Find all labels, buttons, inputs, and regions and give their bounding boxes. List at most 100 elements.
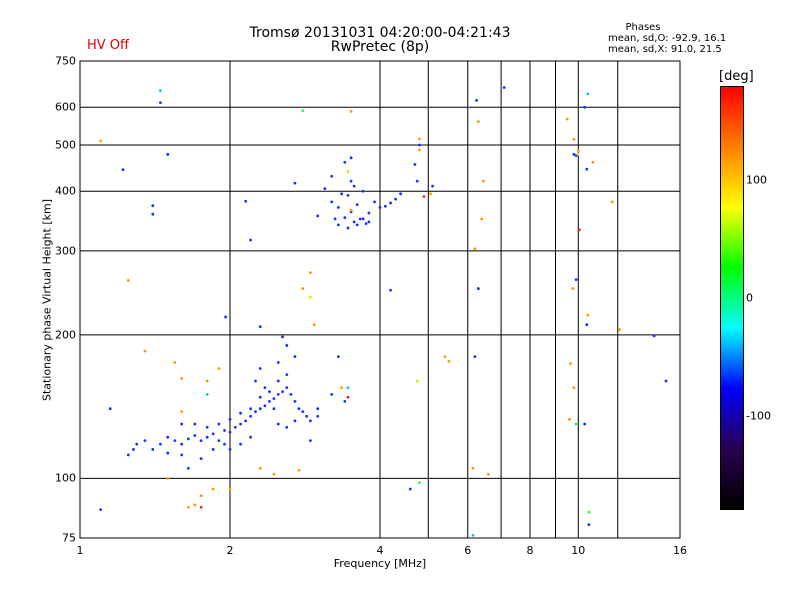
data-point — [143, 439, 147, 443]
data-point — [330, 200, 334, 204]
data-point — [99, 139, 103, 143]
data-point — [289, 393, 293, 396]
data-point — [233, 425, 237, 429]
data-point — [293, 181, 297, 185]
data-point — [473, 247, 477, 251]
data-point — [443, 355, 447, 359]
data-point — [346, 226, 350, 230]
data-point — [330, 174, 334, 178]
data-point — [285, 373, 289, 377]
data-point — [389, 288, 392, 292]
data-point — [355, 223, 359, 227]
data-point — [272, 472, 276, 476]
data-point — [244, 419, 248, 423]
data-point — [415, 379, 419, 383]
data-point — [268, 400, 271, 403]
data-point — [473, 355, 477, 359]
phase-colorbar — [720, 86, 744, 510]
data-point — [585, 167, 589, 171]
data-point — [336, 355, 340, 359]
data-point — [486, 472, 490, 476]
data-point — [476, 120, 480, 123]
data-point — [323, 187, 327, 191]
data-point — [571, 287, 575, 290]
data-point — [272, 397, 276, 400]
data-point — [272, 407, 276, 411]
data-point — [239, 411, 242, 415]
phases-o-mode-stats: mean, sd,O: -92.9, 16.1 — [608, 33, 727, 44]
x-tick-label: 8 — [526, 544, 534, 557]
data-point — [373, 200, 376, 204]
data-point — [336, 223, 340, 227]
data-point — [281, 335, 284, 339]
data-point — [186, 437, 190, 441]
data-point — [211, 448, 215, 451]
x-tick-label: 10 — [571, 544, 586, 557]
data-point — [244, 199, 248, 203]
data-point — [217, 439, 221, 443]
data-point — [349, 208, 353, 212]
data-point — [301, 287, 305, 290]
data-point — [199, 457, 203, 461]
data-point — [199, 505, 203, 509]
data-point — [418, 481, 421, 484]
data-point — [413, 163, 417, 166]
y-tick-label: 400 — [55, 184, 76, 198]
data-point — [249, 238, 253, 242]
data-point — [268, 390, 271, 394]
data-point — [151, 448, 155, 451]
data-point — [367, 211, 371, 215]
data-point — [166, 451, 170, 455]
data-point — [258, 367, 262, 370]
data-point — [309, 271, 312, 275]
data-point — [574, 422, 578, 426]
data-point — [569, 362, 572, 366]
phases-x-mode-stats: mean, sd,X: 91.0, 21.5 — [608, 44, 722, 55]
colorbar-tick-label: 100 — [746, 173, 767, 187]
data-point — [355, 203, 359, 206]
data-point — [349, 156, 353, 160]
data-point — [309, 295, 312, 299]
data-point — [239, 442, 242, 446]
data-point — [301, 410, 305, 414]
data-point — [121, 168, 125, 172]
data-point — [340, 192, 344, 196]
data-point — [186, 505, 190, 509]
data-point — [126, 453, 130, 457]
data-point — [293, 419, 297, 423]
data-point — [476, 287, 480, 290]
data-point — [408, 487, 412, 491]
data-point — [211, 487, 215, 491]
data-point — [591, 160, 595, 164]
data-point — [263, 386, 267, 390]
data-point — [664, 379, 668, 383]
data-point — [180, 410, 184, 414]
data-point — [151, 212, 155, 216]
data-point — [285, 386, 289, 390]
data-point — [346, 395, 350, 399]
data-point — [585, 323, 589, 327]
data-point — [297, 468, 301, 472]
data-point — [475, 99, 478, 102]
data-point — [249, 435, 253, 439]
data-point — [583, 105, 587, 109]
data-point — [574, 154, 578, 158]
data-point — [572, 137, 576, 141]
data-point — [378, 205, 382, 209]
x-tick-label: 6 — [464, 544, 472, 557]
x-tick-label: 1 — [76, 544, 84, 557]
y-tick-label: 75 — [62, 531, 76, 545]
data-point — [577, 228, 581, 232]
data-point — [285, 425, 289, 429]
data-point — [132, 448, 135, 451]
data-point — [258, 325, 262, 329]
data-point — [572, 386, 576, 390]
data-point — [297, 407, 301, 411]
data-point — [173, 361, 177, 364]
data-point — [258, 395, 262, 399]
y-tick-label: 500 — [55, 138, 76, 152]
data-point — [228, 430, 232, 434]
data-point — [301, 109, 305, 113]
data-point — [166, 477, 170, 480]
data-point — [418, 143, 421, 147]
